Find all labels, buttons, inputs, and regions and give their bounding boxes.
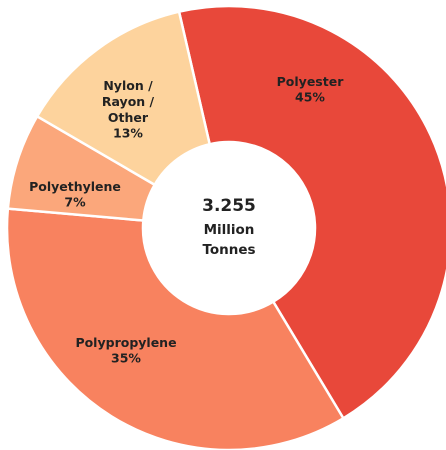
center-label: 3.255	[202, 196, 256, 216]
segment-label: Polyester	[277, 74, 345, 89]
segment-label: Polypropylene	[75, 335, 176, 350]
value-label: 45%	[295, 90, 325, 105]
label-line: Polypropylene	[75, 335, 176, 350]
donut-segment	[177, 4, 446, 421]
segment-label: Polyethylene	[29, 179, 121, 194]
segment-label: Nylon / Rayon / Other	[102, 78, 155, 125]
label-line: Polyethylene	[29, 179, 121, 194]
label-line: Other	[108, 110, 149, 125]
center-label: Million	[204, 222, 255, 238]
value-label: 7%	[64, 195, 86, 210]
center-label: Tonnes	[202, 242, 255, 258]
value-label: 35%	[111, 351, 141, 366]
value-label: 13%	[113, 126, 143, 141]
donut-segment	[35, 10, 212, 187]
label-line: Polyester	[277, 74, 345, 89]
label-line: Rayon /	[102, 94, 155, 109]
label-line: Nylon /	[103, 78, 153, 93]
